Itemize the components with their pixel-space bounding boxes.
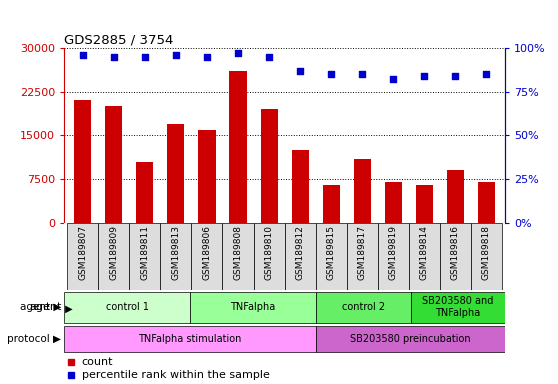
Text: agent: agent (29, 302, 61, 312)
Bar (285, 223, 316, 290)
Bar (160, 223, 191, 290)
Point (358, 71, 367, 77)
Text: GSM189812: GSM189812 (296, 225, 305, 280)
FancyBboxPatch shape (64, 326, 316, 352)
FancyBboxPatch shape (64, 292, 190, 323)
Bar (354, 159, 371, 223)
Bar (167, 124, 185, 223)
Point (78, 52, 87, 58)
FancyBboxPatch shape (316, 292, 411, 323)
Bar (316, 223, 347, 290)
Text: protocol ▶: protocol ▶ (7, 334, 61, 344)
Text: ▶: ▶ (62, 304, 73, 314)
Text: control 1: control 1 (105, 302, 148, 312)
Text: GSM189816: GSM189816 (451, 225, 460, 280)
Bar (223, 223, 253, 290)
Point (203, 54, 211, 60)
Text: TNFalpha stimulation: TNFalpha stimulation (138, 334, 242, 344)
Point (420, 73, 429, 79)
Bar (199, 129, 215, 223)
Bar (447, 170, 464, 223)
Text: GSM189815: GSM189815 (326, 225, 336, 280)
Point (389, 76, 398, 83)
Bar (253, 223, 285, 290)
Bar (323, 185, 340, 223)
Point (296, 68, 305, 74)
FancyBboxPatch shape (190, 292, 316, 323)
Text: GSM189811: GSM189811 (141, 225, 150, 280)
Text: percentile rank within the sample: percentile rank within the sample (82, 371, 270, 381)
Text: count: count (82, 357, 113, 367)
Text: agent ▶: agent ▶ (20, 302, 61, 312)
Bar (105, 106, 122, 223)
Text: GSM189813: GSM189813 (171, 225, 180, 280)
Text: GSM189809: GSM189809 (109, 225, 118, 280)
Bar (478, 182, 495, 223)
Text: GSM189806: GSM189806 (203, 225, 211, 280)
Bar (292, 150, 309, 223)
Point (171, 52, 180, 58)
Bar (416, 185, 433, 223)
Bar (229, 71, 247, 223)
Bar (347, 223, 378, 290)
Point (141, 54, 150, 60)
Bar (261, 109, 277, 223)
Bar (378, 223, 409, 290)
Bar (98, 223, 129, 290)
Bar (136, 162, 153, 223)
Bar (471, 223, 502, 290)
Text: GSM189807: GSM189807 (78, 225, 87, 280)
Point (451, 73, 460, 79)
Text: TNFalpha: TNFalpha (230, 302, 276, 312)
Text: GSM189817: GSM189817 (358, 225, 367, 280)
Text: SB203580 preincubation: SB203580 preincubation (350, 334, 471, 344)
Text: SB203580 and
TNFalpha: SB203580 and TNFalpha (422, 296, 493, 318)
Text: GSM189819: GSM189819 (389, 225, 398, 280)
FancyBboxPatch shape (411, 292, 505, 323)
Text: GSM189808: GSM189808 (233, 225, 243, 280)
Point (109, 54, 118, 60)
Bar (409, 223, 440, 290)
Bar (191, 223, 223, 290)
FancyBboxPatch shape (316, 326, 505, 352)
Point (482, 71, 491, 77)
Text: GSM189814: GSM189814 (420, 225, 429, 280)
Bar (68, 223, 98, 290)
Point (234, 50, 243, 56)
Point (326, 71, 335, 77)
Bar (384, 182, 402, 223)
Bar (74, 101, 92, 223)
Text: control 2: control 2 (341, 302, 385, 312)
Point (264, 54, 273, 60)
Bar (129, 223, 160, 290)
Bar (440, 223, 471, 290)
Text: GSM189818: GSM189818 (482, 225, 491, 280)
Text: GSM189810: GSM189810 (264, 225, 273, 280)
Text: GDS2885 / 3754: GDS2885 / 3754 (64, 34, 174, 47)
